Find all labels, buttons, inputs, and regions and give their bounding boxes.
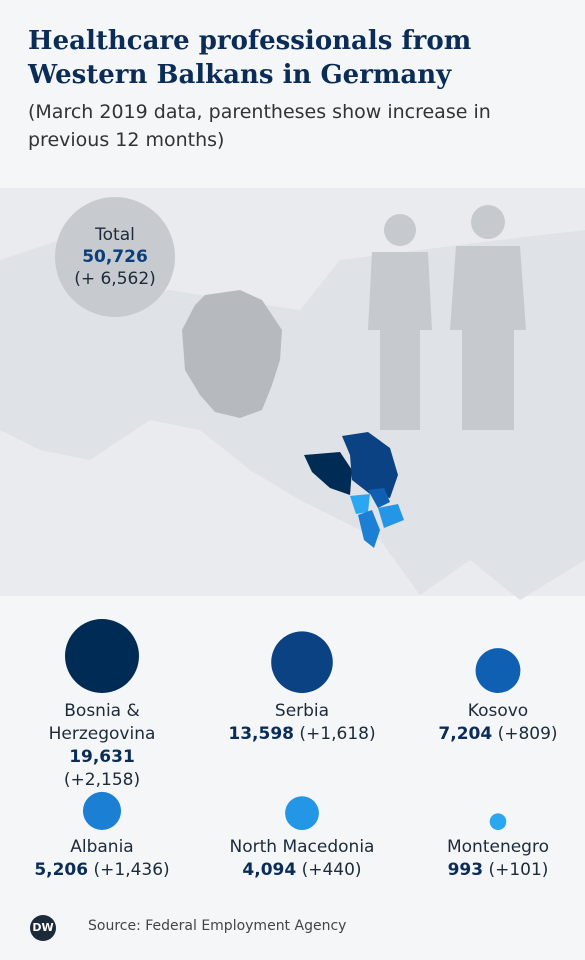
total-label: Total bbox=[95, 225, 135, 245]
germany bbox=[182, 290, 282, 418]
value: 4,094 bbox=[242, 860, 297, 880]
value: 7,204 bbox=[438, 724, 493, 744]
bubble-label: Bosnia & Herzegovina 19,631 (+2,158) bbox=[32, 700, 172, 792]
bubble-label: Serbia 13,598 (+1,618) bbox=[197, 700, 407, 746]
bubble bbox=[271, 631, 333, 693]
value-line: 13,598 (+1,618) bbox=[197, 723, 407, 746]
category-name: North Macedonia bbox=[229, 837, 375, 857]
bubble-label: Kosovo 7,204 (+809) bbox=[393, 700, 585, 746]
source: Source: Federal Employment Agency bbox=[88, 918, 347, 934]
value-line: 5,206 (+1,436) bbox=[0, 859, 207, 882]
value: 993 bbox=[447, 860, 484, 880]
increase: (+1,618) bbox=[299, 724, 376, 744]
value-line: 4,094 (+440) bbox=[197, 859, 407, 882]
bosnia-shape bbox=[304, 452, 352, 495]
serbia-shape bbox=[342, 432, 398, 498]
total-bubble: Total 50,726 (+ 6,562) bbox=[55, 197, 175, 317]
category-name: Bosnia & Herzegovina bbox=[48, 701, 156, 744]
bubble-label: Montenegro 993 (+101) bbox=[393, 836, 585, 882]
albania-shape bbox=[358, 510, 380, 548]
bubble-label: North Macedonia 4,094 (+440) bbox=[197, 836, 407, 882]
bubble-label: Albania 5,206 (+1,436) bbox=[0, 836, 207, 882]
increase: (+440) bbox=[301, 860, 362, 880]
increase: (+2,158) bbox=[63, 770, 141, 790]
bubble bbox=[82, 791, 122, 830]
value: 5,206 bbox=[34, 860, 89, 880]
bubbles bbox=[65, 619, 521, 830]
value-line: 7,204 (+809) bbox=[393, 723, 585, 746]
increase: (+809) bbox=[497, 724, 558, 744]
total-increase: (+ 6,562) bbox=[74, 269, 156, 289]
increase: (+1,436) bbox=[93, 860, 170, 880]
title: Healthcare professionals from Western Ba… bbox=[28, 26, 472, 90]
kosovo-shape bbox=[368, 488, 390, 508]
category-name: Serbia bbox=[274, 701, 330, 721]
bubble bbox=[285, 796, 319, 830]
bubble bbox=[489, 813, 507, 830]
subtitle: (March 2019 data, parentheses show incre… bbox=[28, 101, 491, 151]
bubble bbox=[475, 648, 521, 694]
increase: (+101) bbox=[488, 860, 549, 880]
value: 19,631 bbox=[69, 747, 135, 767]
logo: DW bbox=[30, 915, 56, 941]
category-name: Montenegro bbox=[446, 837, 549, 857]
value-line: 993 (+101) bbox=[393, 859, 585, 882]
montenegro-shape bbox=[350, 494, 370, 514]
north-macedonia-shape bbox=[378, 504, 404, 528]
total-value: 50,726 bbox=[82, 247, 148, 267]
value: 13,598 bbox=[228, 724, 294, 744]
category-name: Albania bbox=[70, 837, 134, 857]
map-land bbox=[0, 230, 585, 600]
bubble bbox=[65, 619, 139, 693]
category-name: Kosovo bbox=[467, 701, 529, 721]
value-line: 19,631 (+2,158) bbox=[32, 746, 172, 792]
people-icon bbox=[368, 205, 526, 430]
